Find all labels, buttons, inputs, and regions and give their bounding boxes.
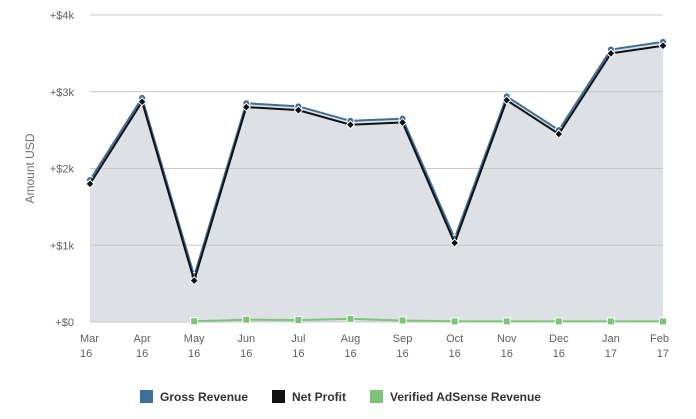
- point-verified-adsense-revenue: [190, 317, 199, 326]
- x-tick-label-year: 16: [292, 348, 304, 360]
- series-line-verified-adsense-revenue: [194, 317, 663, 323]
- legend-label-verified-adsense-revenue: Verified AdSense Revenue: [390, 390, 541, 404]
- x-tick-label-year: 17: [657, 348, 669, 360]
- x-tick-label-year: 16: [553, 348, 565, 360]
- series-line-net-profit: [89, 44, 664, 285]
- point-net-profit: [502, 95, 512, 105]
- point-net-profit: [137, 97, 147, 107]
- point-verified-adsense-revenue: [346, 314, 355, 323]
- x-tick-label: Dec: [549, 333, 569, 345]
- point-net-profit: [345, 120, 356, 130]
- x-tick-label-year: 16: [188, 348, 200, 360]
- point-verified-adsense-revenue: [659, 317, 667, 326]
- y-tick-label: +$2k: [50, 164, 75, 176]
- point-verified-adsense-revenue: [554, 317, 563, 326]
- point-net-profit: [189, 275, 199, 286]
- point-net-profit: [449, 238, 460, 248]
- series-line-gross-revenue: [89, 40, 664, 280]
- point-net-profit: [85, 179, 95, 189]
- x-tick-label-year: 16: [240, 348, 252, 360]
- legend-swatch-gross-revenue: [140, 390, 153, 403]
- point-verified-adsense-revenue: [294, 316, 303, 325]
- x-tick-label: Jun: [237, 333, 255, 345]
- x-tick-label: Aug: [341, 333, 361, 345]
- x-tick-label: May: [184, 333, 205, 345]
- point-net-profit: [241, 102, 251, 112]
- x-tick-label: Nov: [497, 333, 517, 345]
- y-axis-title: Amount USD: [23, 133, 37, 203]
- point-verified-adsense-revenue: [606, 317, 615, 326]
- y-tick-label: +$3k: [50, 87, 75, 99]
- point-net-profit: [658, 40, 668, 51]
- point-net-profit: [554, 129, 564, 139]
- x-tick-label: Feb: [650, 333, 669, 345]
- x-tick-label: Jan: [602, 333, 620, 345]
- x-tick-label: Mar: [80, 333, 99, 345]
- y-tick-label: +$0: [55, 317, 74, 329]
- x-tick-label-year: 16: [501, 348, 513, 360]
- point-verified-adsense-revenue: [242, 315, 251, 324]
- x-tick-label-year: 16: [80, 348, 92, 360]
- x-tick-label-year: 16: [344, 348, 356, 360]
- point-verified-adsense-revenue: [450, 317, 459, 326]
- legend-swatch-net-profit: [272, 390, 285, 403]
- point-verified-adsense-revenue: [398, 316, 407, 325]
- y-tick-label: +$4k: [50, 10, 75, 22]
- legend-swatch-verified-adsense-revenue: [370, 390, 383, 403]
- point-net-profit: [293, 105, 304, 115]
- point-verified-adsense-revenue: [502, 317, 511, 326]
- point-net-profit: [397, 117, 408, 128]
- legend-label-net-profit: Net Profit: [292, 390, 346, 404]
- x-tick-label-year: 16: [396, 348, 408, 360]
- y-tick-label: +$1k: [50, 240, 75, 252]
- x-tick-label-year: 16: [449, 348, 461, 360]
- point-net-profit: [606, 48, 616, 59]
- x-tick-label: Oct: [446, 333, 463, 345]
- x-tick-label-year: 16: [136, 348, 148, 360]
- x-tick-label: Jul: [291, 333, 305, 345]
- legend-label-gross-revenue: Gross Revenue: [160, 390, 248, 404]
- x-tick-label: Sep: [393, 333, 413, 345]
- x-tick-label-year: 17: [605, 348, 617, 360]
- area-fill: [90, 41, 663, 323]
- x-tick-label: Apr: [134, 333, 151, 345]
